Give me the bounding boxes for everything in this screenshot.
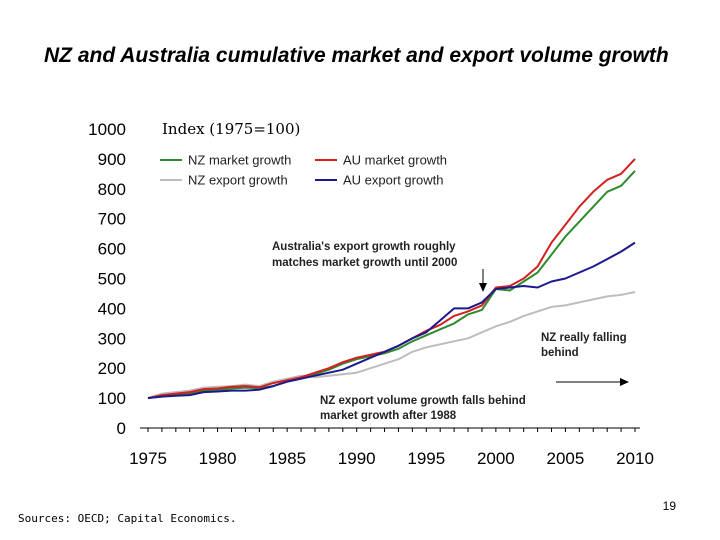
series-line-nz-market-growth xyxy=(147,170,636,400)
legend-label: AU export growth xyxy=(343,173,443,188)
y-tick-label: 700 xyxy=(98,210,126,229)
annotation-au-export-line2: matches market growth until 2000 xyxy=(272,257,457,269)
annotation-nz-export-arrowhead xyxy=(620,378,629,386)
y-axis: 0 100 200 300 400 500 600 700 800 900 1000 xyxy=(88,120,126,438)
x-tick-marks xyxy=(147,428,636,432)
legend: NZ market growth AU market growth NZ expor… xyxy=(160,153,447,188)
x-tick-label: 1985 xyxy=(268,449,306,468)
legend-label: AU market growth xyxy=(343,153,447,168)
annotation-au-export-arrowhead xyxy=(479,283,487,292)
y-tick-label: 600 xyxy=(98,240,126,259)
x-tick-label: 2000 xyxy=(477,449,515,468)
sources-note: Sources: OECD; Capital Economics. xyxy=(18,512,237,525)
x-tick-label: 1980 xyxy=(199,449,237,468)
annotation-au-export: Australia's export growth roughly matche… xyxy=(272,241,487,292)
annotation-nz-export: NZ export volume growth falls behind mar… xyxy=(320,378,629,422)
annotation-nz-export-line2: market growth after 1988 xyxy=(320,410,457,422)
y-tick-label: 0 xyxy=(117,419,126,438)
y-tick-label: 100 xyxy=(98,389,126,408)
series-lines xyxy=(147,158,636,400)
x-tick-label: 1995 xyxy=(407,449,445,468)
annotation-nz-behind-line2: behind xyxy=(541,347,579,359)
y-tick-label: 900 xyxy=(98,150,126,169)
slide-title: NZ and Australia cumulative market and e… xyxy=(44,44,669,67)
axis-label: Index (1975=100) xyxy=(162,120,300,138)
annotation-au-export-line1: Australia's export growth roughly xyxy=(272,241,456,253)
legend-label: NZ export growth xyxy=(188,173,288,188)
annotation-nz-behind: NZ really falling behind xyxy=(541,332,627,359)
x-tick-label: 1990 xyxy=(338,449,376,468)
y-tick-label: 800 xyxy=(98,180,126,199)
x-tick-label: 1975 xyxy=(129,449,167,468)
series-line-au-export-growth xyxy=(147,241,636,400)
y-tick-label: 200 xyxy=(98,359,126,378)
y-tick-label: 500 xyxy=(98,270,126,289)
x-axis: 1975 1980 1985 1990 1995 2000 2005 2010 xyxy=(129,449,654,468)
legend-label: NZ market growth xyxy=(188,153,291,168)
annotation-nz-export-line1: NZ export volume growth falls behind xyxy=(320,395,526,407)
y-tick-label: 1000 xyxy=(88,120,126,139)
y-tick-label: 400 xyxy=(98,299,126,318)
y-tick-label: 300 xyxy=(98,329,126,348)
x-tick-label: 2010 xyxy=(616,449,654,468)
x-tick-label: 2005 xyxy=(547,449,585,468)
page-number: 19 xyxy=(662,499,676,513)
annotation-nz-behind-line1: NZ really falling xyxy=(541,332,627,344)
